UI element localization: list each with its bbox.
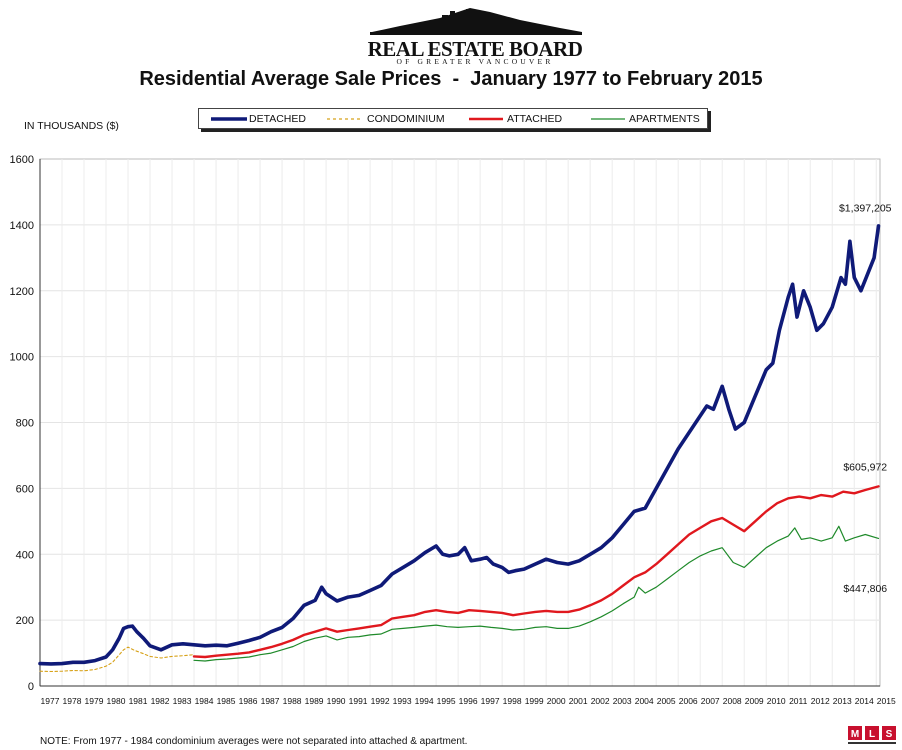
board-logo: REAL ESTATE BOARD OF GREATER VANCOUVER [360,6,590,66]
x-tick-label: 1980 [107,696,126,706]
value-annotation: $447,806 [843,583,887,595]
legend-swatches [211,117,625,121]
x-tick-label: 1993 [393,696,412,706]
x-tick-label: 1991 [349,696,368,706]
x-tick-label: 1986 [239,696,258,706]
x-tick-label: 1992 [371,696,390,706]
x-tick-label: 1996 [459,696,478,706]
x-tick-label: 1977 [41,696,60,706]
mls-tile-s [882,726,896,740]
x-tick-label: 2002 [591,696,610,706]
x-tick-label: 2015 [877,696,896,706]
x-tick-label: 1988 [283,696,302,706]
x-tick-label: 1978 [63,696,82,706]
mls-underline [848,742,896,744]
x-tick-label: 1997 [481,696,500,706]
annotation-layer: $1,397,205 $605,972 $447,806 [839,203,892,595]
y-tick-label: 0 [28,681,34,693]
x-tick-label: 1982 [151,696,170,706]
legend-label-condominium: CONDOMINIUM [367,113,445,125]
skyline-logo-mark [370,8,582,35]
x-tick-label: 1990 [327,696,346,706]
logo-title: REAL ESTATE BOARD [367,37,583,61]
x-tick-label: 1983 [173,696,192,706]
x-tick-label: 2001 [569,696,588,706]
value-annotation: $1,397,205 [839,203,892,215]
mls-glyph-l: L [869,729,875,740]
x-tick-label: 1987 [261,696,280,706]
y-tick-label: 1200 [10,286,34,298]
x-tick-label: 2013 [833,696,852,706]
x-tick-label: 2000 [547,696,566,706]
x-tick-label: 2011 [789,696,808,706]
mls-glyph-s: S [886,729,893,740]
mls-tile-m [848,726,862,740]
mls-glyph-m: M [851,729,859,740]
legend-label-attached: ATTACHED [507,113,563,125]
y-tick-label: 1000 [10,352,34,364]
legend-label-apartments: APARTMENTS [629,113,700,125]
y-tick-label: 1400 [10,220,34,232]
x-tick-label: 2010 [767,696,786,706]
y-axis-unit-label: IN THOUSANDS ($) [24,120,119,132]
series-line-apartments [193,525,880,662]
x-tick-label: 1995 [437,696,456,706]
x-tick-label: 1979 [85,696,104,706]
series-line-condominium [39,646,195,673]
x-tick-label: 1984 [195,696,214,706]
series-layer [38,224,881,673]
series-line-detached [38,224,881,666]
series-line-attached [192,485,880,659]
y-tick-label: 200 [16,615,34,627]
logo-subtitle: OF GREATER VANCOUVER [396,57,554,66]
legend-label-detached: DETACHED [249,113,306,125]
line-chart: 0 200 400 600 800 1000 1200 1400 1600 1977 1978 197… [10,154,896,706]
x-tick-label: 2012 [811,696,830,706]
x-tick-label: 1985 [217,696,236,706]
x-tick-label: 2006 [679,696,698,706]
y-tick-label: 1600 [10,154,34,166]
mls-tile-l [865,726,879,740]
x-tick-label: 2014 [855,696,874,706]
x-tick-label: 2009 [745,696,764,706]
x-tick-label: 2003 [613,696,632,706]
grid-layer [39,158,881,687]
axis-layer: 0 200 400 600 800 1000 1200 1400 1600 1977 1978 197… [10,154,896,706]
y-tick-label: 400 [16,549,34,561]
x-tick-label: 2004 [635,696,654,706]
x-tick-label: 1994 [415,696,434,706]
x-tick-label: 1998 [503,696,522,706]
value-annotation: $605,972 [843,461,887,473]
y-tick-label: 600 [16,483,34,495]
x-tick-label: 2007 [701,696,720,706]
chart-title: Residential Average Sale Prices - Januar… [139,68,763,90]
chart-legend: DETACHED CONDOMINIUM ATTACHED APARTMENTS [198,108,708,129]
footnote: NOTE: From 1977 - 1984 condominium avera… [40,736,468,747]
x-tick-label: 2008 [723,696,742,706]
x-tick-label: 1981 [129,696,148,706]
y-tick-label: 800 [16,418,34,430]
x-tick-label: 2005 [657,696,676,706]
x-tick-label: 1999 [525,696,544,706]
x-tick-label: 1989 [305,696,324,706]
